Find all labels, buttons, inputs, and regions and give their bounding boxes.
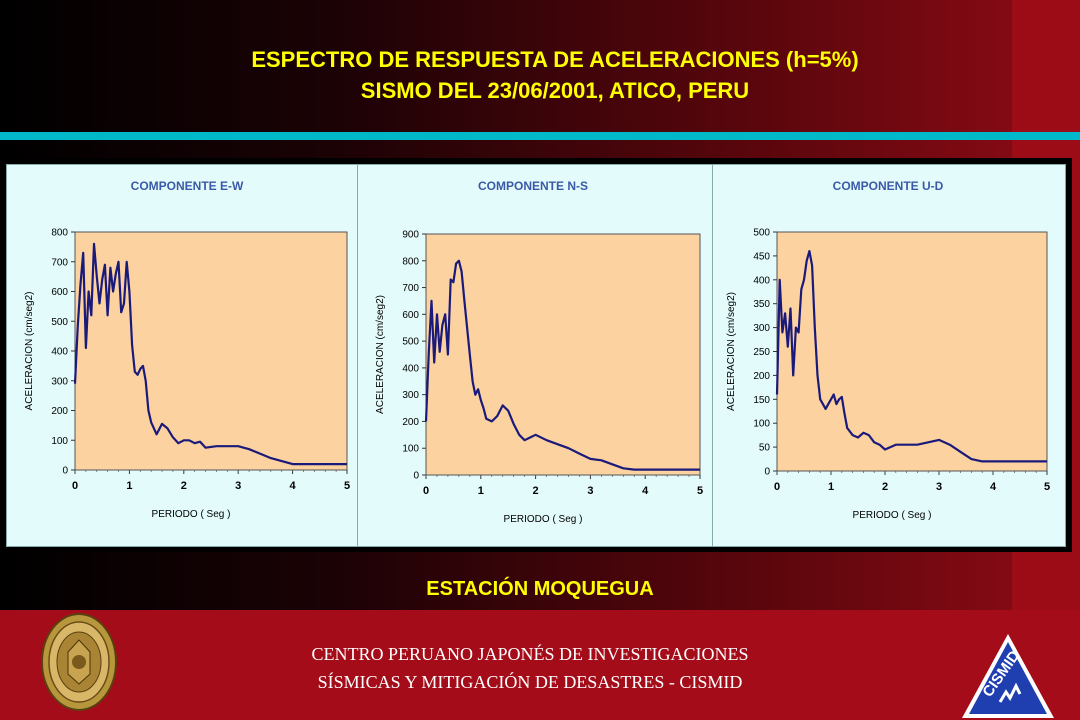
x-tick-label-ud: 1 [828,481,834,493]
y-axis-label-ns: ACELERACION (cm/seg2) [375,295,386,414]
y-tick-label-ew: 600 [51,287,68,298]
y-tick-label-ew: 400 [51,347,68,358]
y-tick-label-ud: 200 [753,371,770,382]
y-axis-label-ud: ACELERACION (cm/seg2) [726,292,737,411]
x-axis-label-ew: PERIODO ( Seg ) [152,509,231,520]
x-tick-label-ud: 0 [774,481,780,493]
x-tick-label-ns: 4 [642,485,649,497]
x-tick-label-ew: 0 [72,480,78,492]
y-tick-label-ud: 0 [764,467,770,478]
station-label: ESTACIÓN MOQUEGUA [426,578,654,600]
x-tick-label-ns: 5 [697,485,703,497]
x-axis-label-ns: PERIODO ( Seg ) [504,514,583,525]
y-tick-label-ns: 500 [402,337,419,348]
chart-panel-ew: COMPONENTE E-W 0 100 200 300 400 500 600 700 800 0… [6,164,358,547]
y-tick-label-ud: 300 [753,323,770,334]
y-tick-label-ew: 0 [62,466,68,477]
y-tick-label-ew: 800 [51,228,68,239]
chart-title-ud: COMPONENTE U-D [833,179,944,193]
y-tick-label-ud: 500 [753,228,770,239]
footer-band [0,610,1080,720]
x-tick-label-ud: 5 [1044,481,1050,493]
y-tick-label-ud: 250 [753,347,770,358]
x-tick-label-ns: 3 [587,485,593,497]
y-tick-label-ud: 450 [753,251,770,262]
x-tick-label-ew: 1 [126,480,132,492]
y-tick-label-ud: 50 [759,443,771,454]
y-tick-label-ew: 300 [51,376,68,387]
chart-ew: COMPONENTE E-W 0 100 200 300 400 500 600 700 800 0… [24,179,350,520]
x-tick-label-ew: 2 [181,480,187,492]
y-tick-label-ud: 100 [753,419,770,430]
series-line-ud [775,249,1047,463]
organization-line-2: SÍSMICAS Y MITIGACIÓN DE DESASTRES - CIS… [317,672,743,692]
y-tick-label-ud: 400 [753,275,770,286]
y-tick-label-ns: 900 [402,230,419,241]
y-axis-label-ew: ACELERACION (cm/seg2) [24,292,35,411]
y-tick-label-ns: 300 [402,390,419,401]
x-tick-label-ud: 2 [882,481,888,493]
y-tick-label-ud: 350 [753,299,770,310]
cismid-logo-icon: CISMID [962,634,1054,718]
x-tick-label-ew: 5 [344,480,350,492]
y-tick-label-ew: 100 [51,436,68,447]
chart-panel-ns: COMPONENTE N-S 0 100 200 300 400 500 600 700 800 9… [357,164,713,547]
y-tick-label-ew: 200 [51,406,68,417]
plot-area-ud [776,231,1048,472]
y-tick-label-ud: 150 [753,395,770,406]
chart-panel-ud: COMPONENTE U-D 0 50 100 150 200 250 300 350 400 45… [712,164,1066,547]
plot-area-ew [74,231,348,471]
x-tick-label-ns: 1 [478,485,484,497]
y-tick-label-ns: 600 [402,310,419,321]
title-line-2: SISMO DEL 23/06/2001, ATICO, PERU [360,78,750,103]
plot-area-ns [425,233,701,476]
x-tick-label-ew: 3 [235,480,241,492]
chart-title-ew: COMPONENTE E-W [131,179,244,193]
university-seal-icon [41,613,117,711]
chart-title-ns: COMPONENTE N-S [478,179,588,193]
series-line-ns [424,259,700,471]
y-tick-label-ew: 700 [51,257,68,268]
chart-ns: COMPONENTE N-S 0 100 200 300 400 500 600 700 800 9… [375,179,703,525]
x-axis-label-ud: PERIODO ( Seg ) [853,510,932,521]
y-tick-label-ns: 800 [402,256,419,267]
x-tick-label-ud: 4 [990,481,997,493]
slide-title: ESPECTRO DE RESPUESTA DE ACELERACIONES (… [0,44,1080,106]
chart-ud: COMPONENTE U-D05010015020025030035040045… [726,179,1050,521]
x-tick-label-ns: 2 [533,485,539,497]
y-tick-label-ns: 400 [402,363,419,374]
accent-bar [0,132,1080,140]
x-tick-label-ns: 0 [423,485,429,497]
title-line-1: ESPECTRO DE RESPUESTA DE ACELERACIONES (… [251,47,859,72]
y-tick-label-ns: 100 [402,444,419,455]
organization-line-1: CENTRO PERUANO JAPONÉS DE INVESTIGACIONE… [311,644,749,664]
organization-name: CENTRO PERUANO JAPONÉS DE INVESTIGACIONE… [150,640,910,696]
y-tick-label-ew: 500 [51,317,68,328]
x-tick-label-ud: 3 [936,481,942,493]
x-tick-label-ew: 4 [290,480,297,492]
y-tick-label-ns: 0 [413,471,419,482]
series-line-ew [73,242,347,466]
y-tick-label-ns: 700 [402,283,419,294]
y-tick-label-ns: 200 [402,417,419,428]
